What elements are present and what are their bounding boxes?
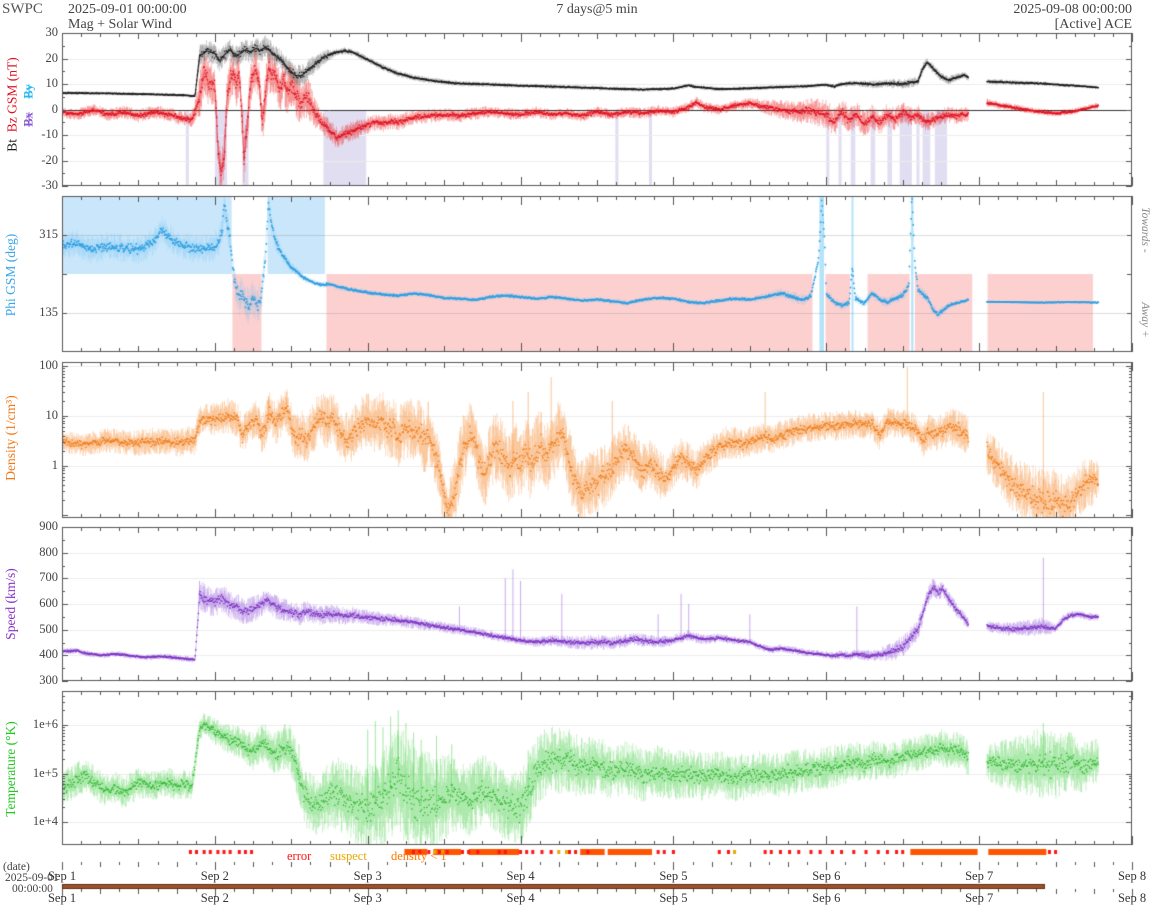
date-caption: (date) (3, 861, 30, 873)
date-value: 2025-09-01 (5, 872, 59, 884)
suspect-legend-label: suspect (330, 849, 367, 863)
date-label-row1-sep-5: Sep 5 (659, 869, 688, 883)
speed-ytick-300: 300 (39, 673, 58, 687)
mag-ytick-0: 0 (51, 101, 58, 116)
density-ytick-10: 10 (45, 407, 59, 422)
speed-ytick-600: 600 (39, 596, 58, 610)
date-label-row1-sep-6: Sep 6 (812, 869, 841, 883)
phi-ytick-315: 315 (39, 227, 58, 241)
away-sector-label: Away + (1139, 302, 1151, 338)
speed-ytick-800: 800 (39, 544, 58, 559)
temperature-ytick-1e+6: 1e+6 (32, 717, 58, 731)
error-legend-label: error (287, 849, 312, 863)
date-label-row2-sep-6: Sep 6 (812, 891, 841, 905)
source-status-label: [Active] ACE (1054, 17, 1132, 32)
date-label-row2-sep-1: Sep 1 (47, 891, 77, 905)
speed-ytick-500: 500 (39, 621, 58, 636)
mag-ytick-30: 30 (45, 25, 59, 39)
agency-logo-text: SWPC (2, 1, 43, 17)
date-label-row2-sep-3: Sep 3 (353, 891, 382, 905)
date-label-row2-sep-8: Sep 8 (1117, 891, 1147, 905)
date-label-row1-sep-7: Sep 7 (965, 869, 994, 883)
date-label-row2-sep-4: Sep 4 (506, 891, 535, 905)
temperature-ytick-1e+5: 1e+5 (32, 765, 58, 780)
start-time-label: 2025-09-01 00:00:00 (68, 2, 187, 17)
mag-ytick--20: -20 (41, 152, 58, 167)
date-label-row2-sep-2: Sep 2 (200, 891, 229, 905)
temperature-ytick-1e+4: 1e+4 (32, 814, 58, 828)
speed-ytick-700: 700 (39, 570, 58, 585)
towards-sector-label: Towards - (1139, 207, 1151, 253)
mag-ytick-10: 10 (45, 76, 59, 90)
date-label-row1-sep-8: Sep 8 (1117, 869, 1147, 883)
end-time-label: 2025-09-08 00:00:00 (1013, 2, 1132, 17)
speed-ytick-900: 900 (39, 519, 58, 533)
date-label-row2-sep-5: Sep 5 (659, 891, 688, 905)
cadence-label: 7 days@5 min (556, 2, 638, 17)
mag-ytick--10: -10 (41, 127, 58, 141)
mag-ytick-20: 20 (45, 50, 59, 65)
density-ytick-100: 100 (39, 358, 58, 373)
date-label-row1-sep-3: Sep 3 (353, 869, 382, 883)
date-label-row1-sep-1: Sep 1 (47, 869, 77, 883)
time-value: 00:00:00 (12, 883, 53, 895)
mag-ytick--30: -30 (41, 178, 58, 192)
date-label-row1-sep-2: Sep 2 (200, 869, 229, 883)
date-label-row1-sep-4: Sep 4 (506, 869, 535, 883)
density-ytick-1: 1 (51, 457, 58, 472)
density-axis-label: Density (1/cm³) (3, 395, 18, 481)
speed-ytick-400: 400 (39, 647, 58, 662)
phi-ytick-135: 135 (39, 305, 58, 319)
date-label-row2-sep-7: Sep 7 (965, 891, 994, 905)
plot-subtitle: Mag + Solar Wind (68, 17, 172, 32)
bz-axis-label: Bz GSM (nT) (4, 57, 20, 133)
density-flag-legend-label: density < 1 (391, 849, 447, 863)
